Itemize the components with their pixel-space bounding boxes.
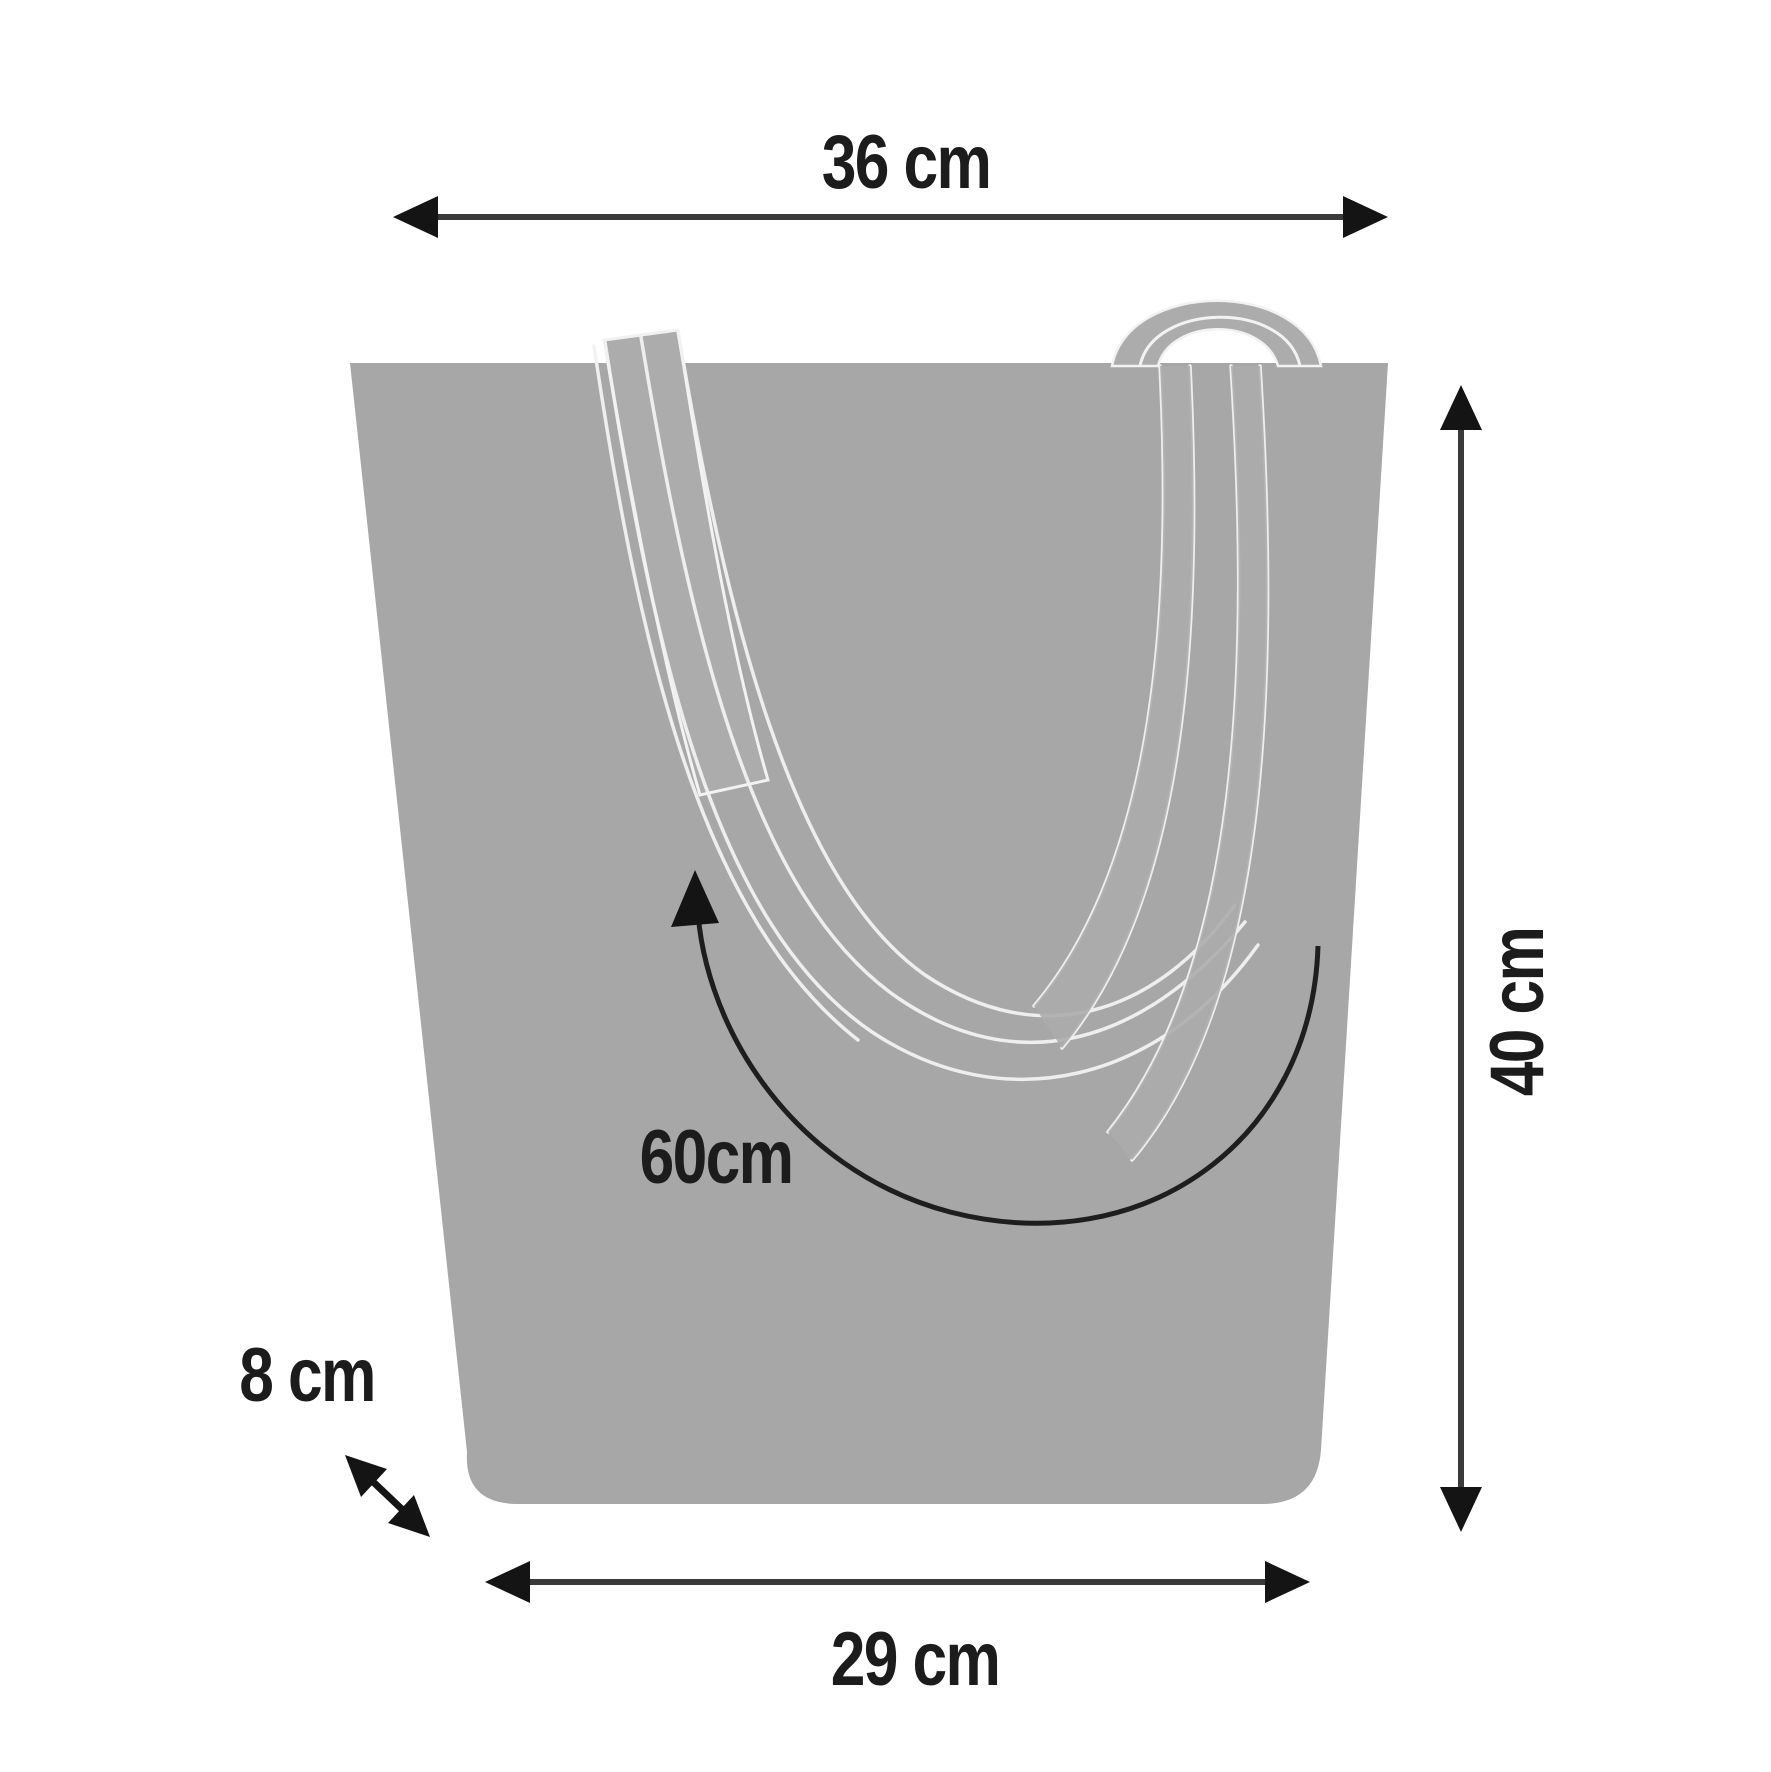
- arrowhead-up-icon: [671, 870, 719, 927]
- right-strap-front-band: [1034, 366, 1194, 1048]
- gusset-depth-arrow: [345, 1455, 430, 1537]
- handle-length-arrow: [671, 870, 1321, 1226]
- bag-body: [350, 363, 1388, 1504]
- arrowhead-left-icon: [393, 196, 438, 238]
- bottom-width-label: 29 cm: [830, 1617, 1001, 1702]
- arrowhead-right-icon: [1343, 196, 1388, 238]
- right-strap-back-band: [1108, 366, 1268, 1160]
- bottom-width-arrow: [485, 1561, 1310, 1603]
- top-width-arrow: [393, 196, 1388, 238]
- arrowhead-downright-icon: [388, 1495, 430, 1537]
- arrowhead-left-icon: [485, 1561, 530, 1603]
- arrowhead-upleft-icon: [345, 1455, 387, 1497]
- arrowhead-right-icon: [1265, 1561, 1310, 1603]
- gusset-depth-label: 8 cm: [239, 1333, 376, 1418]
- handle-length-label: 60cm: [639, 1115, 794, 1200]
- right-strap-arch-inner-line: [1138, 315, 1302, 367]
- arrowhead-up-icon: [1440, 385, 1482, 430]
- arrowhead-down-icon: [1440, 1487, 1482, 1532]
- top-width-label: 36 cm: [821, 120, 992, 205]
- side-height-label: 40 cm: [1475, 927, 1560, 1097]
- right-strap-arch: [1110, 299, 1323, 368]
- side-height-arrow: [1440, 385, 1482, 1532]
